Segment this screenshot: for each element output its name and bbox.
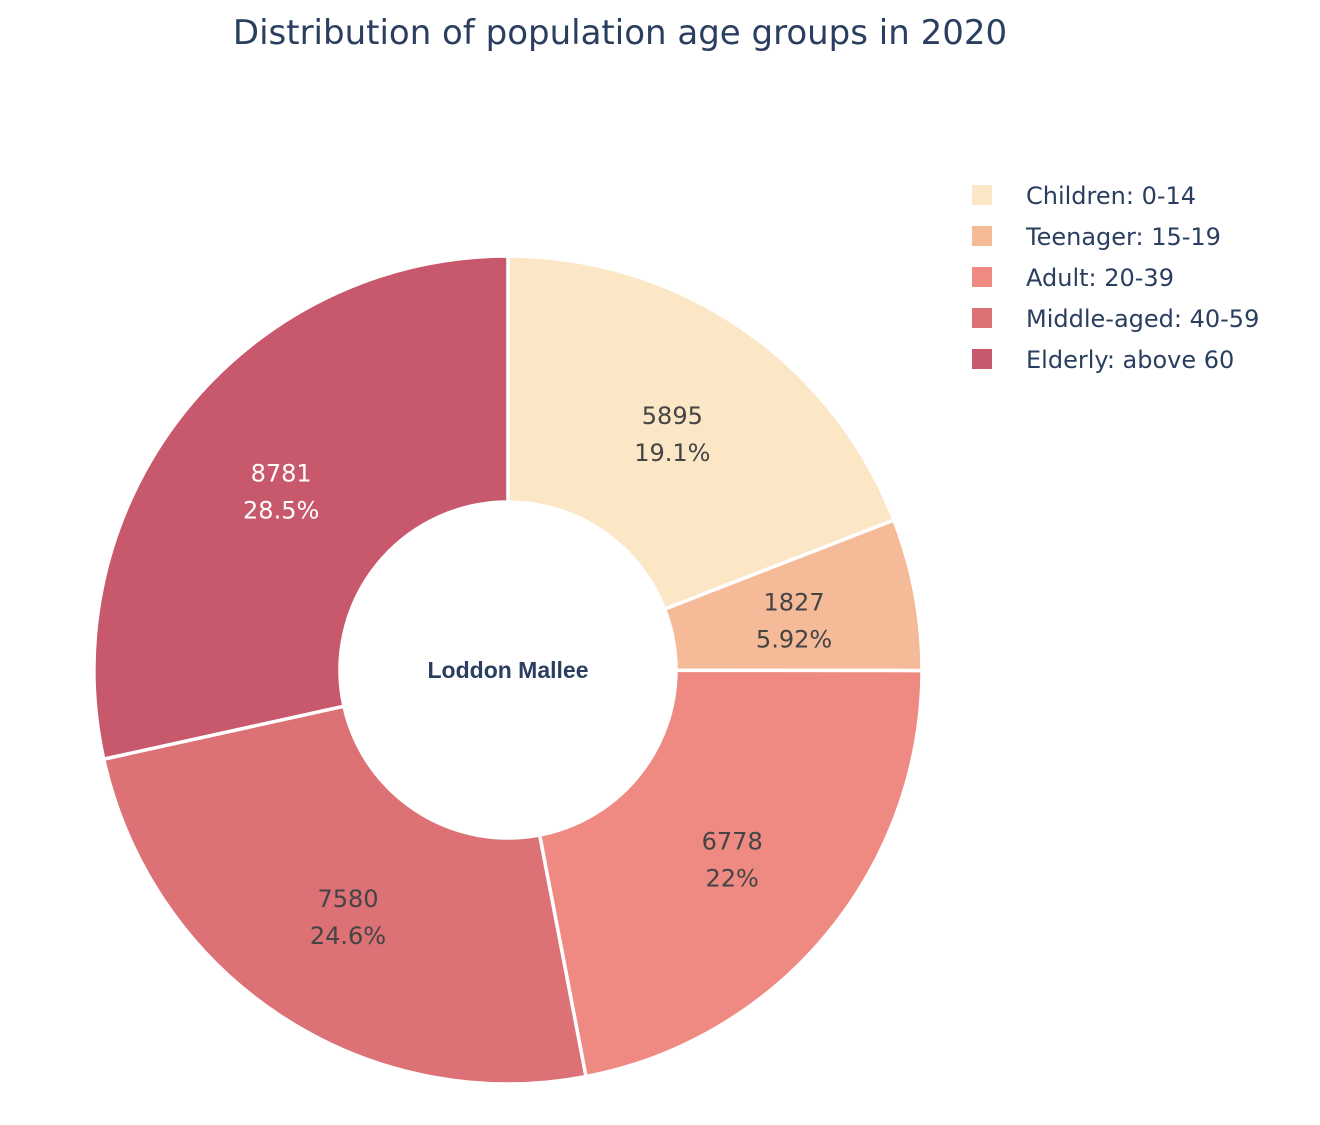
- slice-value-label-2: 1827: [764, 589, 825, 617]
- legend-swatch-1: [972, 185, 992, 205]
- legend-swatch-5: [972, 349, 992, 369]
- legend: Children: 0-14 Teenager: 15-19 Adult: 20-3…: [972, 182, 1259, 374]
- legend-label-1: Children: 0-14: [1026, 182, 1196, 210]
- slice-value-label-4: 7580: [317, 885, 378, 913]
- legend-swatch-2: [972, 226, 992, 246]
- slice-percent-label-3: 22%: [706, 865, 759, 893]
- slices-group: [92, 254, 924, 1086]
- legend-swatch-4: [972, 308, 992, 328]
- slice-percent-label-2: 5.92%: [756, 626, 832, 654]
- chart-title: Distribution of population age groups in…: [233, 13, 1007, 53]
- pie-slice-3: [537, 668, 924, 1079]
- slice-percent-label-4: 24.6%: [310, 922, 386, 950]
- slice-percent-label-1: 19.1%: [634, 439, 710, 467]
- legend-swatch-3: [972, 267, 992, 287]
- pie-slice-1: [506, 254, 897, 612]
- slice-labels-group: 5895 19.1% 1827 5.92% 6778 22% 7580 24.6% 8781 28…: [243, 402, 832, 950]
- legend-label-5: Elderly: above 60: [1026, 346, 1234, 374]
- slice-value-label-1: 5895: [642, 402, 703, 430]
- slice-value-label-3: 6778: [702, 828, 763, 856]
- slice-value-label-5: 8781: [251, 460, 312, 488]
- legend-label-3: Adult: 20-39: [1026, 264, 1174, 292]
- slice-percent-label-5: 28.5%: [243, 497, 319, 525]
- pie-slice-5: [92, 254, 510, 762]
- legend-label-4: Middle-aged: 40-59: [1026, 305, 1259, 333]
- pie-slice-4: [101, 704, 589, 1086]
- legend-label-2: Teenager: 15-19: [1025, 223, 1221, 251]
- hole-label: Loddon Mallee: [428, 657, 589, 683]
